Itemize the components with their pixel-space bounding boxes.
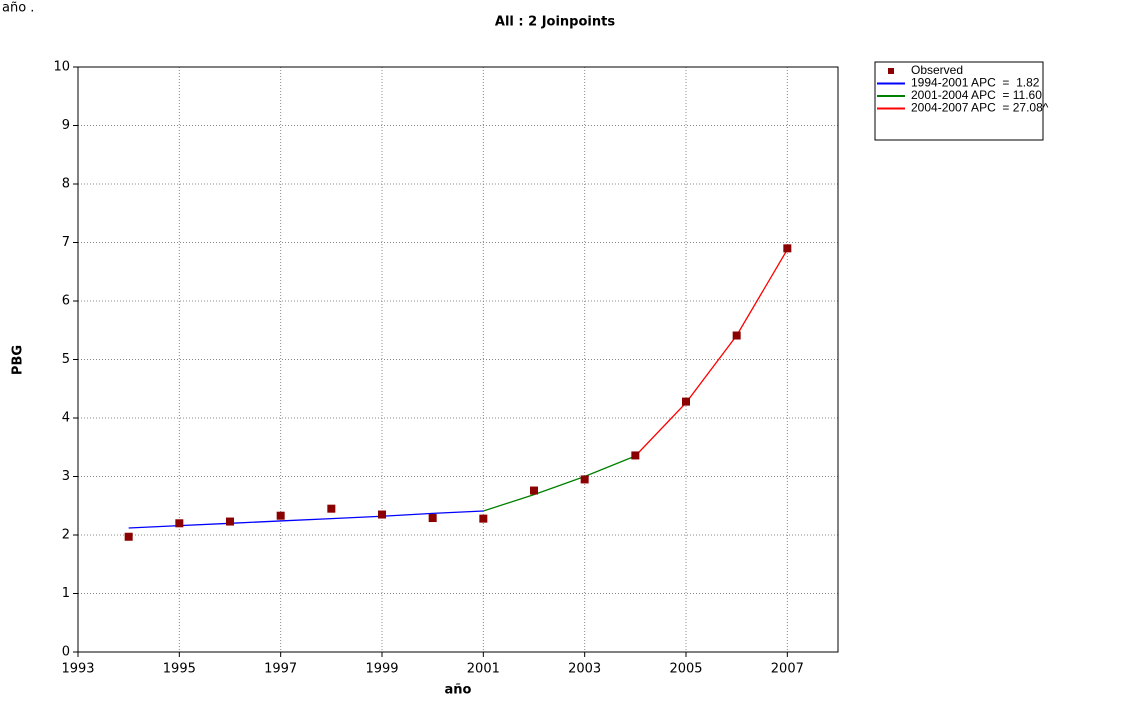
legend-label: Observed [911,63,963,77]
y-tick-label: 8 [62,177,70,192]
x-tick-label: 2005 [669,662,702,677]
y-tick-label: 4 [62,411,70,426]
y-tick-label: 3 [62,469,70,484]
x-tick-label: 2001 [467,662,500,677]
observed-point [530,486,538,495]
x-tick-label: 2007 [771,662,804,677]
legend-marker [888,68,894,74]
observed-point [378,510,386,519]
x-tick-label: 2003 [568,662,601,677]
legend-box [874,61,1044,141]
y-tick-label: 5 [62,352,70,367]
x-axis-label: año [445,683,472,698]
observed-point [124,532,133,541]
x-tick-label: 1999 [365,662,398,677]
y-tick-label: 7 [62,235,70,250]
observed-point [428,514,437,523]
corner-text: año . [2,1,34,16]
x-tick-label: 1995 [163,662,196,677]
y-axis-label: PBG [11,345,26,375]
observed-point [276,511,285,520]
fit-line [634,249,788,457]
y-tick-label: 9 [62,118,70,133]
observed-point [327,504,336,513]
fit-line [128,510,484,529]
observed-point [175,519,184,528]
legend-label: 1994-2001 APC = 1.82 [911,76,1040,90]
legend-label: 2001-2004 APC = 11.60 [911,88,1042,102]
chart-title: All : 2 Joinpoints [495,15,615,30]
observed-point [631,451,640,460]
y-tick-label: 2 [62,528,70,543]
y-tick-label: 6 [62,294,70,309]
observed-point [783,244,792,253]
y-tick-label: 0 [62,645,70,660]
y-tick-label: 1 [62,586,70,601]
legend-label: 2004-2007 APC = 27.08^ [911,101,1049,115]
y-tick-label: 10 [53,60,70,75]
observed-point [479,514,488,523]
observed-point [226,517,234,526]
observed-point [682,397,690,406]
x-tick-label: 1993 [61,662,94,677]
observed-point [580,475,589,484]
x-tick-label: 1997 [264,662,297,677]
observed-point [732,331,741,340]
plot-frame [77,66,839,653]
fit-line [483,455,636,512]
